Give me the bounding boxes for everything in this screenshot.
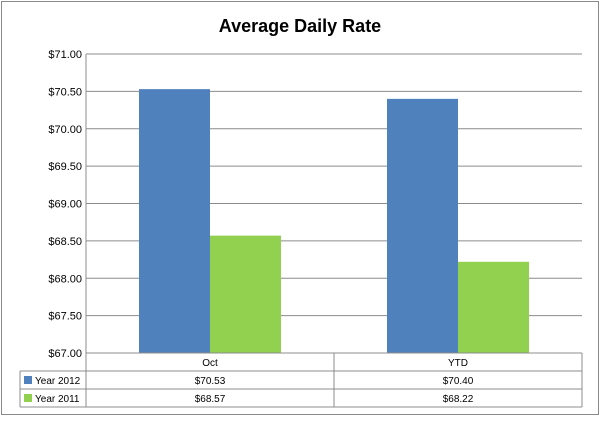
- bar-year-2012-ytd: [387, 98, 458, 353]
- y-axis-tick-labels: $67.00 $67.50 $68.00 $68.50 $69.00 $69.50 $70.…: [48, 49, 82, 360]
- data-label: $68.22: [443, 394, 474, 405]
- data-table: Oct YTD Year 2012 $70.53 $70.40 Year 2011 $68.…: [19, 352, 583, 408]
- y-tick-label: $69.00: [48, 199, 82, 211]
- y-tick-label: $70.50: [48, 86, 82, 98]
- bar-year-2011-ytd: [458, 261, 529, 353]
- data-label: $68.57: [195, 394, 226, 405]
- y-tick-label: $69.50: [48, 161, 82, 173]
- chart-title: Average Daily Rate: [219, 16, 381, 36]
- bar-year-2012-oct: [139, 89, 210, 353]
- data-label: $70.40: [443, 376, 474, 387]
- bars: [139, 89, 529, 353]
- legend-swatch: [24, 376, 32, 384]
- legend-swatch: [24, 394, 32, 402]
- y-tick-label: $71.00: [48, 49, 82, 61]
- category-label: YTD: [448, 358, 468, 369]
- y-tick-label: $68.00: [48, 273, 82, 285]
- y-tick-label: $67.00: [48, 348, 82, 360]
- bar-year-2011-oct: [210, 235, 281, 353]
- y-tick-label: $67.50: [48, 311, 82, 323]
- legend-label: Year 2011: [35, 394, 80, 405]
- legend-label: Year 2012: [35, 376, 81, 387]
- y-tick-label: $68.50: [48, 236, 82, 248]
- y-tick-label: $70.00: [48, 124, 82, 136]
- data-label: $70.53: [195, 376, 226, 387]
- category-label: Oct: [202, 358, 218, 369]
